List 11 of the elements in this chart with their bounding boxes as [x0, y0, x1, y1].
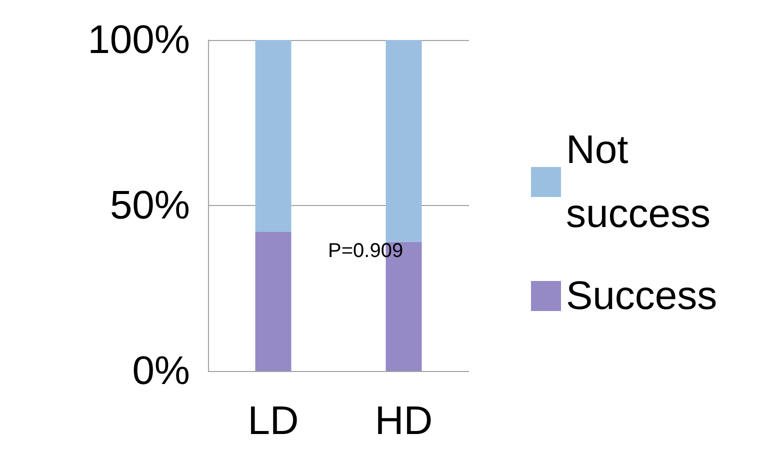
bar [255, 232, 292, 371]
x-tick-label: HD [374, 399, 433, 443]
legend-label: Success [566, 274, 718, 318]
x-tick-label: LD [248, 399, 299, 443]
y-tick-label: 50% [110, 184, 190, 228]
legend-label: Not success [566, 128, 710, 236]
bar [255, 40, 292, 232]
y-tick-label: 0% [132, 349, 190, 393]
annotation: P=0.909 [328, 240, 404, 262]
bar [386, 40, 422, 242]
y-tick-label: 100% [88, 18, 190, 62]
